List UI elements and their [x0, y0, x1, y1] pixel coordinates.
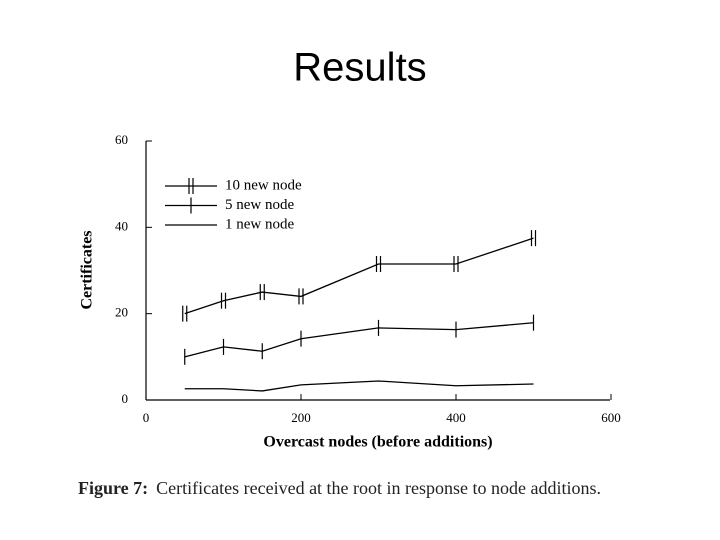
series-line — [184, 237, 534, 315]
marker — [298, 288, 304, 305]
legend-label: 10 new node — [225, 177, 302, 193]
x-axis-label: Overcast nodes (before additions) — [263, 434, 492, 451]
caption: Figure 7: Certificates received at the ro… — [78, 478, 653, 498]
legend-label: 1 new node — [225, 216, 294, 232]
y-axis-label: Certificates — [79, 230, 96, 309]
y-tick-label: 20 — [115, 305, 128, 320]
slide-title: Results — [293, 46, 426, 90]
marker — [530, 230, 537, 247]
x-tick-label: 0 — [143, 410, 150, 425]
marker — [375, 256, 382, 273]
series-line — [184, 322, 534, 358]
legend-label: 5 new node — [225, 197, 294, 213]
x-tick-label: 600 — [601, 410, 621, 425]
series-line — [184, 380, 534, 392]
caption-text: Certificates received at the root in res… — [156, 478, 602, 498]
marker — [220, 292, 227, 309]
marker — [453, 256, 459, 273]
marker — [182, 305, 188, 322]
y-tick-label: 60 — [115, 132, 128, 147]
y-tick-label: 40 — [115, 218, 128, 233]
caption-label: Figure 7: — [78, 478, 149, 498]
y-tick-label: 0 — [122, 391, 129, 406]
x-tick-label: 200 — [291, 410, 311, 425]
marker — [259, 284, 265, 301]
marker — [188, 178, 194, 194]
x-tick-label: 400 — [446, 410, 466, 425]
